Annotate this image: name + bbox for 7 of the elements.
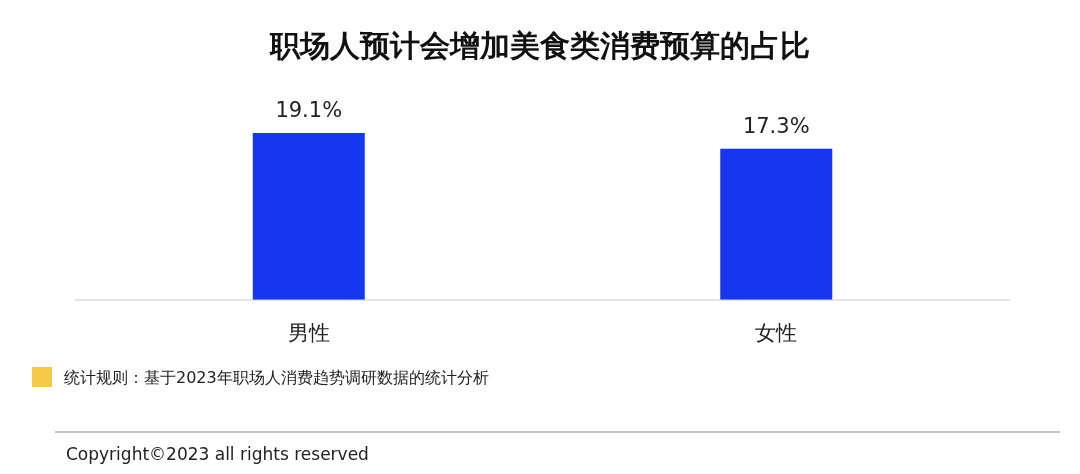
x-tick-label: 女性 xyxy=(755,321,798,345)
text: 统计规则：基于2023年职场人消费趋势调研数据的统计分析 xyxy=(64,368,489,387)
chart-title: 职场人预计会增加美食类消费预算的占比 xyxy=(269,28,810,63)
x-tick-label: 男性 xyxy=(287,321,330,345)
data-label: 19.1% xyxy=(275,98,343,122)
data-label: 17.3% xyxy=(742,113,810,138)
text: Copyright©2023 all rights reserved xyxy=(66,444,369,464)
